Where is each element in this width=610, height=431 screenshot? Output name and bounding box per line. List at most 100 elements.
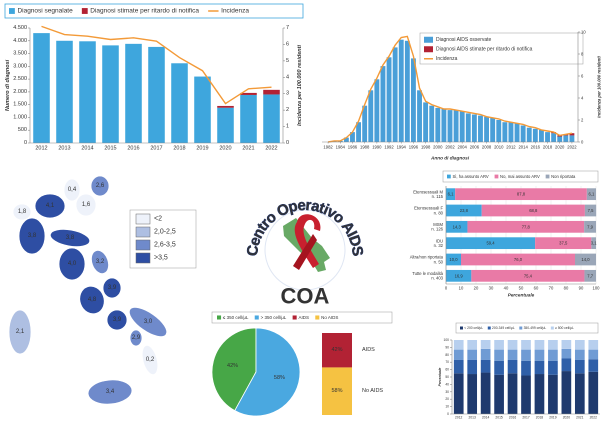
value-label: 42% <box>331 347 342 353</box>
bar <box>548 349 558 361</box>
bar <box>467 374 478 414</box>
y2-tick-label: 6 <box>286 41 289 47</box>
bar <box>453 373 464 414</box>
bar <box>534 374 545 414</box>
y-tick-label: 60 <box>445 368 449 372</box>
y-tick-label: 1.000 <box>13 114 27 120</box>
y-tick-label: 4.000 <box>13 38 27 44</box>
value-label: 10,0 <box>449 257 458 262</box>
bar <box>561 358 572 372</box>
bar <box>507 373 518 414</box>
x-tick-label: 1998 <box>421 145 431 150</box>
legend-swatch <box>494 174 499 179</box>
legend-swatch <box>447 174 451 179</box>
bar <box>521 360 531 376</box>
region <box>8 309 32 355</box>
x-tick-label: 70 <box>549 286 554 291</box>
y-tick-label: 20 <box>445 397 449 401</box>
bar <box>502 122 508 142</box>
bar <box>263 89 280 95</box>
x-axis-label: Percentuale <box>508 293 535 298</box>
x-tick-label: 20 <box>474 286 479 291</box>
region <box>141 344 159 376</box>
value-label: 16,9 <box>455 273 464 278</box>
legend-label: ≤ 350 cell/μL <box>223 315 249 320</box>
legend-label: Incidenza <box>436 56 458 62</box>
bar <box>478 115 483 142</box>
legend-swatch <box>9 8 15 14</box>
legend-box <box>455 322 599 334</box>
bar <box>480 348 491 360</box>
bar <box>404 40 410 142</box>
legend-label: Diagnosi AIDS osservate <box>436 37 492 43</box>
x-tick-label: 0 <box>445 286 448 291</box>
region-label: 1,6 <box>82 202 91 208</box>
x-tick-label: 2022 <box>265 146 277 152</box>
bar <box>535 237 592 250</box>
bar <box>79 41 96 143</box>
legend-swatch <box>545 174 550 179</box>
bar <box>125 43 142 143</box>
value-label: 76,0 <box>514 257 523 262</box>
y2-tick-label: 7 <box>286 25 289 31</box>
bar <box>467 220 585 233</box>
bar <box>194 76 211 143</box>
x-tick-label: 2016 <box>531 145 541 150</box>
value-label: 14,3 <box>453 224 462 229</box>
bar <box>526 127 532 142</box>
value-label: 23,8 <box>460 208 469 213</box>
x-tick-label: 2012 <box>506 145 516 150</box>
x-tick-label: 2006 <box>470 145 480 150</box>
y2-tick-label: 4 <box>581 96 584 101</box>
bar <box>453 110 459 142</box>
y2-tick-label: 0 <box>581 140 584 145</box>
bar <box>588 349 599 360</box>
bar <box>548 360 558 375</box>
value-label: 59,4 <box>486 241 495 246</box>
x-tick-label: 40 <box>504 286 509 291</box>
bar <box>484 116 490 142</box>
legend-box <box>419 32 584 65</box>
bar-segment <box>322 367 352 415</box>
x-tick-label: 90 <box>579 286 584 291</box>
bar <box>507 359 518 374</box>
x-tick-label: 2002 <box>445 145 455 150</box>
region <box>106 309 128 331</box>
y-tick-label: 2.500 <box>13 76 27 82</box>
bar <box>494 374 504 414</box>
bar <box>453 349 464 360</box>
x-tick-label: 10 <box>459 286 464 291</box>
region-label: 3,9 <box>113 317 122 323</box>
x-tick-label: 2018 <box>536 415 544 419</box>
value-label: 42% <box>227 363 238 369</box>
value-label: 58% <box>274 375 285 381</box>
x-axis-label: Anno di diagnosi <box>430 156 470 161</box>
y-tick-label: 1.500 <box>13 102 27 108</box>
bar <box>548 340 558 350</box>
x-tick-label: 50 <box>519 286 524 291</box>
region-label: 4,8 <box>88 297 97 303</box>
bar <box>435 107 441 142</box>
bar <box>217 105 234 108</box>
region <box>129 329 143 347</box>
x-tick-label: 2017 <box>150 146 162 152</box>
value-label: 7,9 <box>587 224 593 229</box>
x-tick-label: 2019 <box>196 146 208 152</box>
bar <box>356 122 362 142</box>
bar <box>33 33 50 143</box>
x-tick-label: 1992 <box>384 145 394 150</box>
x-tick-label: 2022 <box>567 145 577 150</box>
legend-box <box>442 170 599 183</box>
y-tick-label: Altra/non riportata <box>410 255 444 260</box>
region-label: 0,4 <box>68 187 77 193</box>
x-tick-label: 2017 <box>522 415 530 419</box>
legend-label: Diagnosi stimate per ritardo di notifica <box>90 8 199 15</box>
bar <box>584 204 597 217</box>
x-tick-label: 60 <box>534 286 539 291</box>
legend-label: >3,5 <box>154 255 168 262</box>
bar <box>446 220 468 233</box>
region <box>34 193 66 219</box>
legend-swatch <box>460 326 463 330</box>
bar <box>545 132 550 142</box>
